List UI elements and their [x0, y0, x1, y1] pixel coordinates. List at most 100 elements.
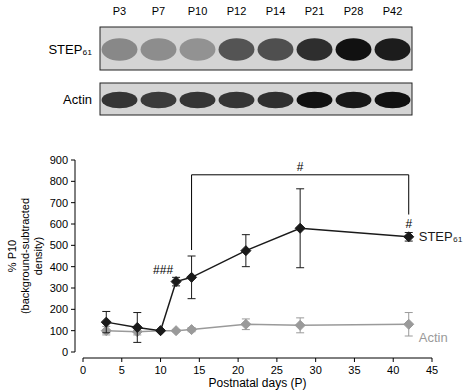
y-tick-label: 400: [50, 261, 68, 273]
y-tick-label: 0: [62, 346, 68, 358]
x-tick-label: 20: [232, 364, 244, 376]
blot-band: [180, 92, 216, 109]
x-tick: [238, 358, 239, 362]
x-axis-label: Postnatal days (P): [208, 376, 306, 390]
x-tick: [83, 358, 84, 362]
blot-band: [258, 92, 294, 109]
x-tick-label: 15: [193, 364, 205, 376]
data-point: [156, 326, 166, 336]
error-bar: [242, 235, 250, 267]
x-tick: [160, 358, 161, 362]
data-point: [295, 320, 305, 330]
error-bar: [296, 189, 304, 268]
y-tick-label: 900: [50, 154, 68, 166]
lane-label: P14: [266, 5, 286, 17]
data-point: [187, 325, 197, 335]
lane-label: P3: [113, 5, 126, 17]
significance-mark: ###: [153, 263, 173, 277]
data-point: [241, 246, 251, 256]
blot-band: [180, 38, 216, 60]
data-point: [404, 319, 414, 329]
blot-band: [102, 38, 138, 60]
blot-row-label: STEP₆₁: [48, 42, 92, 57]
lane-label: P10: [188, 5, 208, 17]
chart-root: P3P7P10P12P14P21P28P42STEP₆₁Actin0100200…: [0, 0, 474, 391]
blot-panel: [100, 83, 412, 115]
blot-row-label: Actin: [63, 92, 92, 107]
blot-band: [297, 38, 333, 60]
y-tick: [71, 160, 75, 161]
data-point: [171, 326, 181, 336]
y-tick-label: 800: [50, 175, 68, 187]
data-point: [187, 272, 197, 282]
series-line: [106, 324, 408, 331]
series-label: Actin: [419, 330, 448, 345]
y-tick: [71, 224, 75, 225]
x-tick-label: 10: [154, 364, 166, 376]
blot-band: [258, 38, 294, 60]
y-tick: [71, 309, 75, 310]
lane-label: P21: [305, 5, 325, 17]
y-tick: [71, 181, 75, 182]
x-tick-label: 35: [348, 364, 360, 376]
data-point: [171, 277, 181, 287]
significance-bracket: [192, 175, 409, 250]
x-tick-label: 30: [310, 364, 322, 376]
data-point: [404, 232, 414, 242]
series-line: [106, 228, 408, 330]
lane-label: P42: [383, 5, 403, 17]
x-tick-label: 25: [271, 364, 283, 376]
significance-mark: #: [297, 160, 304, 174]
x-tick: [354, 358, 355, 362]
blot-band: [219, 38, 255, 60]
y-tick: [71, 352, 75, 353]
blot-band: [375, 92, 411, 109]
error-bar: [296, 318, 304, 333]
error-bar: [242, 319, 250, 330]
series-label: STEP₆₁: [419, 229, 463, 244]
y-axis: [75, 160, 76, 352]
data-point: [101, 317, 111, 327]
blot-band: [219, 92, 255, 109]
data-point: [132, 322, 142, 332]
data-point: [241, 319, 251, 329]
blot-band: [141, 92, 177, 109]
blot-band: [102, 92, 138, 109]
blot-band: [297, 92, 333, 109]
x-tick: [199, 358, 200, 362]
x-tick: [276, 358, 277, 362]
lane-label: P28: [344, 5, 364, 17]
x-tick: [393, 358, 394, 362]
y-tick: [71, 202, 75, 203]
x-tick-label: 40: [387, 364, 399, 376]
data-point: [156, 326, 166, 336]
x-tick: [432, 358, 433, 362]
error-bar: [133, 313, 141, 343]
lane-label: P12: [227, 5, 247, 17]
data-point: [295, 223, 305, 233]
significance-mark: #: [405, 217, 412, 231]
lane-label: P7: [152, 5, 165, 17]
plot-area: [101, 189, 413, 343]
x-tick-label: 5: [119, 364, 125, 376]
error-bar: [405, 233, 413, 242]
y-tick-label: 200: [50, 303, 68, 315]
x-tick-label: 0: [80, 364, 86, 376]
error-bar: [102, 311, 110, 332]
x-axis: [83, 358, 432, 359]
blot-band: [336, 92, 372, 109]
x-tick: [315, 358, 316, 362]
blot-band: [336, 38, 372, 60]
error-bar: [405, 313, 413, 336]
y-tick-label: 600: [50, 218, 68, 230]
blot-band: [141, 38, 177, 60]
error-bar: [188, 256, 196, 299]
figure: P3P7P10P12P14P21P28P42STEP₆₁Actin0100200…: [0, 0, 474, 391]
y-axis-label: % P10: [6, 240, 18, 272]
y-axis-label: (background-subtracted: [19, 198, 31, 314]
y-tick: [71, 288, 75, 289]
blot-panel: [100, 27, 412, 70]
x-tick-label: 45: [426, 364, 438, 376]
blot-band: [375, 38, 411, 60]
y-tick-label: 500: [50, 239, 68, 251]
